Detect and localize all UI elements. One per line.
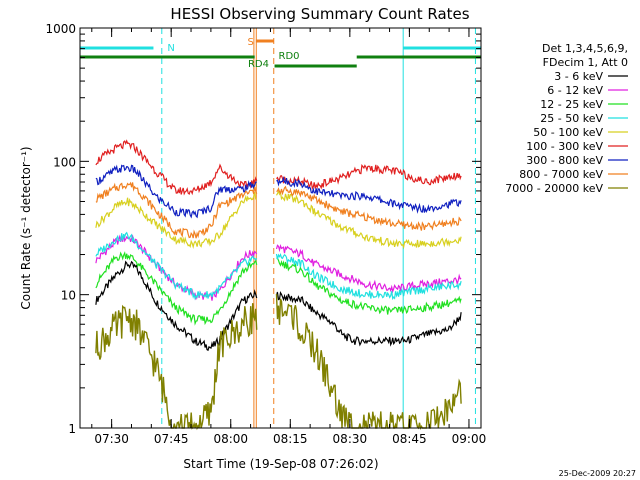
chart-title: HESSI Observing Summary Count Rates <box>170 5 469 23</box>
status-bar-label: RD4 <box>248 59 269 70</box>
legend-entry-label: 50 - 100 keV <box>533 126 603 139</box>
legend-entry-label: 12 - 25 keV <box>540 98 603 111</box>
series-line <box>95 139 462 196</box>
y-axis-label: Count Rate (s⁻¹ detector⁻¹) <box>19 146 33 309</box>
legend-entry-label: 300 - 800 keV <box>526 154 603 167</box>
plot-frame <box>79 27 482 429</box>
legend-header-line: Det 1,3,4,5,6,9, <box>542 42 628 55</box>
y-tick-label: 100 <box>53 155 76 169</box>
legend-entry-label: 800 - 7000 keV <box>519 168 603 181</box>
footer-date: 25-Dec-2009 20:27 <box>559 469 636 478</box>
series-line <box>95 231 462 301</box>
series-line <box>95 260 462 352</box>
legend-header-line: FDecim 1, Att 0 <box>543 56 628 69</box>
x-tick-label: 08:30 <box>333 432 368 446</box>
legend-entry-label: 100 - 300 keV <box>526 140 603 153</box>
status-bar-label: N <box>167 43 174 54</box>
x-tick-label: 08:15 <box>273 432 308 446</box>
series-line <box>95 293 462 431</box>
series-line <box>95 189 462 250</box>
x-tick-label: 08:45 <box>392 432 427 446</box>
legend-entry-label: 3 - 6 keV <box>554 70 603 83</box>
x-axis-label: Start Time (19-Sep-08 07:26:02) <box>183 457 378 471</box>
legend-entry-label: 7000 - 20000 keV <box>505 182 603 195</box>
series-line <box>95 181 462 239</box>
y-tick-label: 1000 <box>45 22 76 36</box>
x-tick-label: 09:00 <box>452 432 487 446</box>
x-tick-label: 07:30 <box>94 432 129 446</box>
status-bar-label: RD0 <box>279 51 300 62</box>
legend-entry-label: 6 - 12 keV <box>547 84 603 97</box>
legend-entry-label: 25 - 50 keV <box>540 112 603 125</box>
series-line <box>95 251 462 326</box>
status-bar-label: S <box>248 37 254 48</box>
y-tick-label: 10 <box>61 289 76 303</box>
series-line <box>95 164 462 219</box>
x-tick-label: 08:00 <box>213 432 248 446</box>
y-tick-label: 1 <box>68 422 76 436</box>
x-tick-label: 07:45 <box>154 432 189 446</box>
